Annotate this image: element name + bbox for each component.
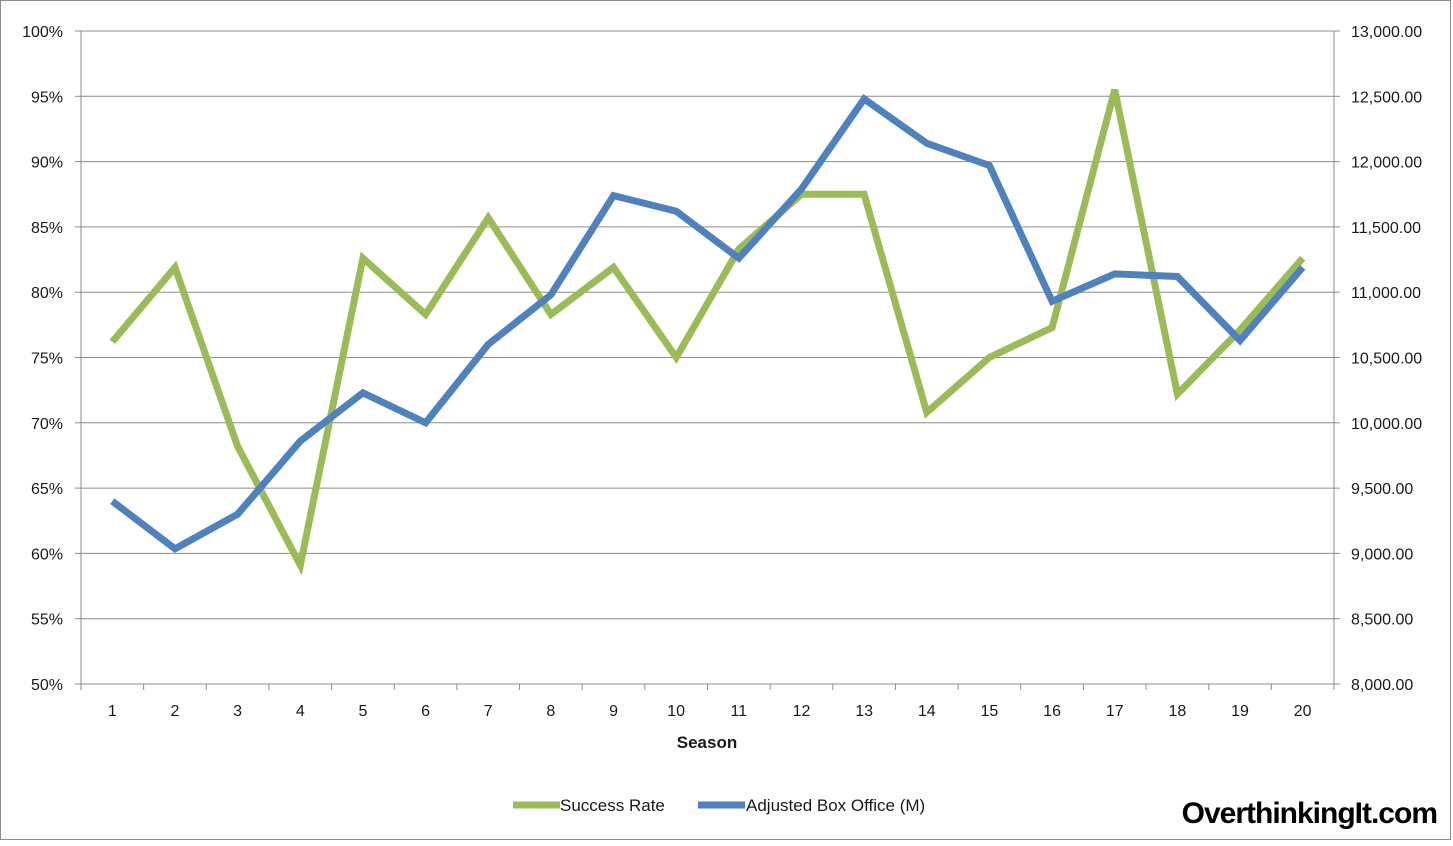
right-tick-label: 9,000.00 <box>1351 546 1413 563</box>
right-tick-label: 8,000.00 <box>1351 677 1413 694</box>
x-tick-label: 2 <box>171 703 180 720</box>
right-tick-label: 8,500.00 <box>1351 612 1413 629</box>
right-tick-label: 12,000.00 <box>1351 155 1422 172</box>
x-tick-label: 20 <box>1294 703 1312 720</box>
right-tick-label: 10,500.00 <box>1351 351 1422 368</box>
right-tick-label: 10,000.00 <box>1351 416 1422 433</box>
left-tick-label: 50% <box>31 677 63 694</box>
left-tick-label: 100% <box>22 24 63 41</box>
x-tick-label: 3 <box>233 703 242 720</box>
legend-label: Success Rate <box>560 796 665 815</box>
left-tick-label: 70% <box>31 416 63 433</box>
x-tick-label: 4 <box>296 703 305 720</box>
x-tick-label: 16 <box>1043 703 1061 720</box>
x-tick-label: 17 <box>1106 703 1124 720</box>
right-axis-ticks: 8,000.00 8,500.00 9,000.00 9,500.00 10,000.0… <box>1351 24 1422 694</box>
axes <box>75 30 1340 690</box>
series-line-success-rate <box>109 88 1306 576</box>
x-tick-label: 7 <box>484 703 493 720</box>
left-tick-label: 60% <box>31 546 63 563</box>
x-tick-label: 9 <box>609 703 618 720</box>
x-tick-label: 19 <box>1231 703 1249 720</box>
x-tick-label: 8 <box>546 703 555 720</box>
series-line-adjusted-box-office <box>110 94 1306 553</box>
right-tick-label: 11,000.00 <box>1351 285 1421 302</box>
x-tick-label: 13 <box>855 703 873 720</box>
left-tick-label: 80% <box>31 285 63 302</box>
legend: Success Rate Adjusted Box Office (M) <box>513 796 925 815</box>
left-tick-label: 65% <box>31 481 63 498</box>
left-tick-label: 55% <box>31 612 63 629</box>
right-tick-label: 9,500.00 <box>1351 481 1413 498</box>
legend-label: Adjusted Box Office (M) <box>746 796 925 815</box>
right-tick-label: 12,500.00 <box>1351 89 1422 106</box>
x-axis-title: Season <box>677 733 737 752</box>
right-tick-label: 11,500.00 <box>1351 220 1421 237</box>
series-lines <box>109 88 1306 576</box>
x-tick-label: 15 <box>981 703 999 720</box>
left-tick-label: 75% <box>31 351 63 368</box>
x-tick-label: 10 <box>667 703 685 720</box>
left-tick-label: 90% <box>31 155 63 172</box>
left-tick-label: 85% <box>31 220 63 237</box>
x-tick-label: 14 <box>918 703 936 720</box>
gridlines <box>81 30 1334 620</box>
right-tick-label: 13,000.00 <box>1351 24 1422 41</box>
x-tick-label: 1 <box>108 703 117 720</box>
x-tick-label: 11 <box>731 703 748 720</box>
left-tick-label: 95% <box>31 89 63 106</box>
x-tick-label: 5 <box>358 703 367 720</box>
x-tick-label: 18 <box>1168 703 1186 720</box>
x-tick-label: 12 <box>793 703 811 720</box>
x-axis-ticks: 1 2 3 4 5 6 7 8 9 10 11 12 13 14 15 16 17 18 19 20 <box>108 703 1312 720</box>
watermark-logo: OverthinkingIt.com <box>1182 797 1437 830</box>
left-axis-ticks: 50% 55% 60% 65% 70% 75% 80% 85% 90% 95% 100% <box>22 24 63 694</box>
x-tick-label: 6 <box>421 703 430 720</box>
